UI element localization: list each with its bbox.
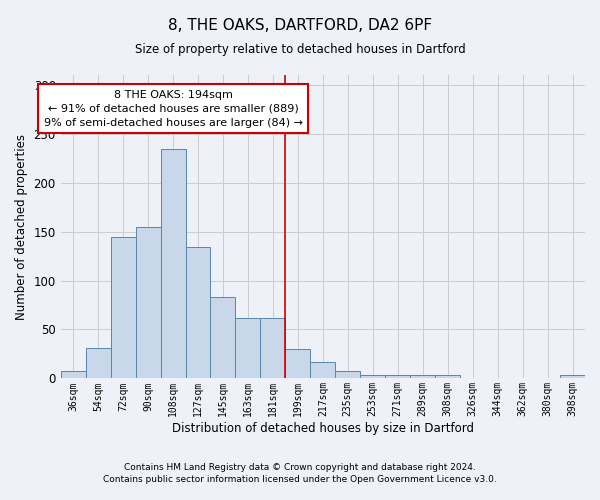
Bar — [86, 348, 110, 378]
Bar — [360, 376, 385, 378]
Bar — [235, 318, 260, 378]
Bar — [410, 374, 435, 378]
Bar — [310, 362, 335, 378]
X-axis label: Distribution of detached houses by size in Dartford: Distribution of detached houses by size … — [172, 422, 474, 435]
Bar — [161, 150, 185, 378]
Bar — [335, 370, 360, 378]
Text: Contains public sector information licensed under the Open Government Licence v3: Contains public sector information licen… — [103, 475, 497, 484]
Bar — [211, 297, 235, 378]
Bar — [260, 318, 286, 378]
Bar — [110, 238, 136, 378]
Text: Contains HM Land Registry data © Crown copyright and database right 2024.: Contains HM Land Registry data © Crown c… — [124, 464, 476, 472]
Bar — [136, 226, 161, 378]
Bar — [286, 349, 310, 378]
Text: 8 THE OAKS: 194sqm
← 91% of detached houses are smaller (889)
9% of semi-detache: 8 THE OAKS: 194sqm ← 91% of detached hou… — [44, 90, 302, 128]
Y-axis label: Number of detached properties: Number of detached properties — [15, 134, 28, 320]
Bar — [185, 248, 211, 378]
Text: Size of property relative to detached houses in Dartford: Size of property relative to detached ho… — [134, 42, 466, 56]
Bar — [385, 376, 410, 378]
Bar — [61, 370, 86, 378]
Text: 8, THE OAKS, DARTFORD, DA2 6PF: 8, THE OAKS, DARTFORD, DA2 6PF — [168, 18, 432, 32]
Bar — [560, 376, 585, 378]
Bar — [435, 376, 460, 378]
